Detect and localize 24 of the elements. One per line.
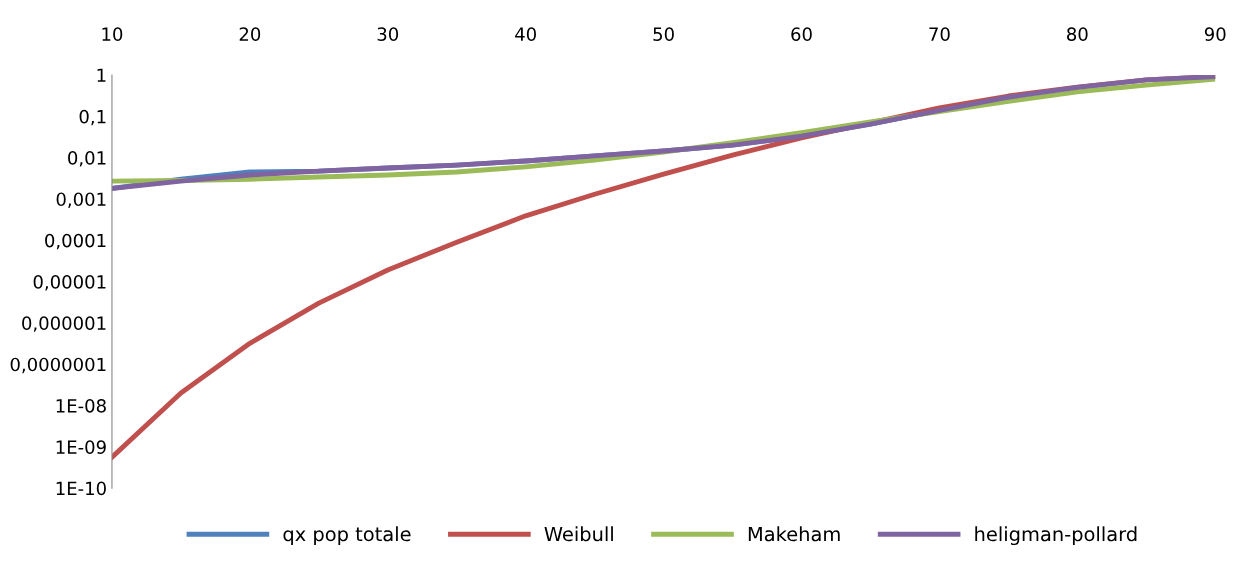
y-tick-label: 0,001 bbox=[56, 192, 106, 208]
legend-label: Makeham bbox=[748, 526, 840, 542]
legend-label: heligman-pollard bbox=[975, 526, 1137, 546]
legend-label: Weibull bbox=[544, 526, 613, 542]
y-tick-label: 0,00001 bbox=[33, 275, 106, 291]
x-tick-label: 50 bbox=[653, 27, 674, 41]
y-tick-label: 0,1 bbox=[79, 109, 106, 126]
legend-label: qx pop totale bbox=[283, 526, 411, 546]
y-tick-label: 0,000001 bbox=[22, 316, 106, 332]
y-tick-label: 0,0000001 bbox=[10, 357, 106, 374]
x-tick-label: 10 bbox=[102, 27, 123, 41]
y-tick-label: 1E-08 bbox=[56, 398, 106, 413]
x-tick-label: 60 bbox=[791, 27, 812, 41]
x-tick-label: 40 bbox=[515, 27, 536, 41]
y-tick-label: 1 bbox=[97, 68, 106, 82]
y-tick-label: 0,01 bbox=[68, 151, 106, 167]
x-tick-label: 30 bbox=[377, 27, 399, 41]
x-tick-label: 90 bbox=[1204, 27, 1226, 41]
x-tick-label: 80 bbox=[1067, 27, 1088, 41]
y-tick-label: 0,0001 bbox=[45, 233, 106, 250]
y-tick-label: 1E-10 bbox=[56, 481, 106, 496]
x-tick-label: 20 bbox=[239, 27, 261, 41]
y-tick-label: 1E-09 bbox=[56, 440, 106, 454]
x-tick-label: 70 bbox=[929, 27, 950, 41]
